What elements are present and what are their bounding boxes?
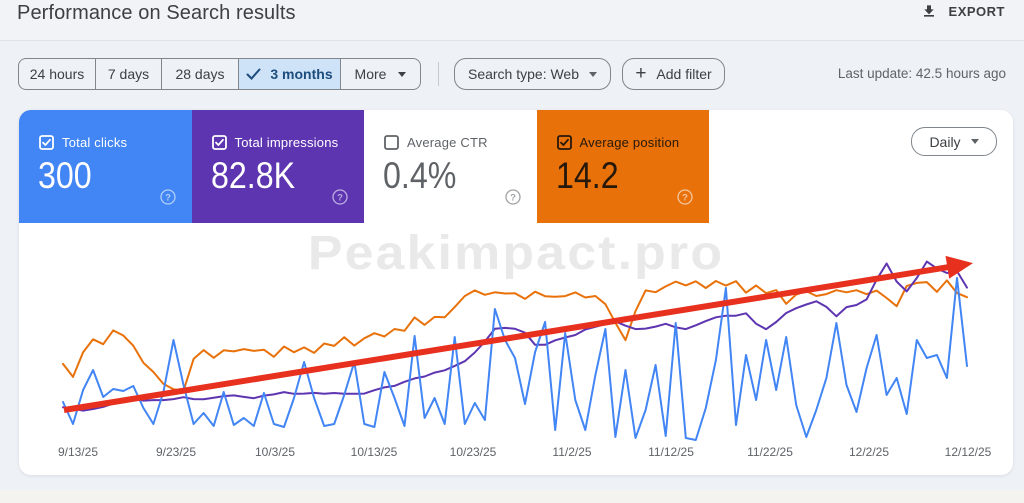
svg-text:?: ?: [337, 192, 343, 203]
svg-text:?: ?: [165, 192, 171, 203]
svg-text:?: ?: [510, 192, 516, 203]
svg-text:?: ?: [682, 192, 688, 203]
